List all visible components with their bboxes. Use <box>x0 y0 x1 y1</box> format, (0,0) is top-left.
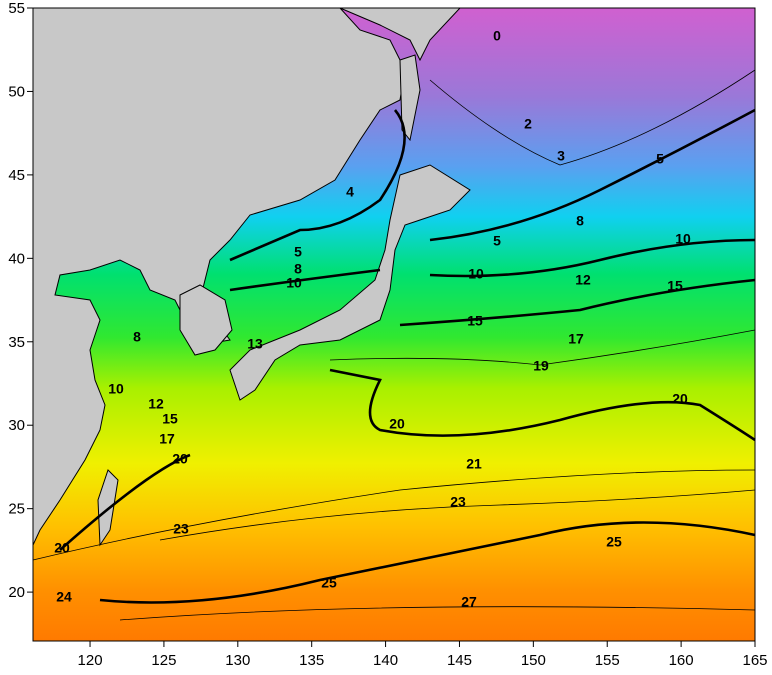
contour-line <box>229 238 756 292</box>
x-tick-label: 125 <box>151 652 176 669</box>
x-tick-label: 155 <box>595 652 620 669</box>
plot-area <box>32 7 756 642</box>
contour-label: 15 <box>667 278 683 294</box>
x-tick-label: 130 <box>225 652 250 669</box>
x-tick-label: 165 <box>742 652 767 669</box>
contour-label: 20 <box>672 391 688 407</box>
contour-label: 20 <box>389 416 405 432</box>
y-tick-label: 55 <box>8 0 25 17</box>
contour-line <box>329 69 756 366</box>
contour-label: 27 <box>461 594 477 610</box>
contour-label: 10 <box>108 381 124 397</box>
contour-label: 8 <box>133 329 141 345</box>
contour-line <box>399 278 756 327</box>
contour-label: 25 <box>606 534 622 550</box>
contour-label: 8 <box>576 213 584 229</box>
x-tick-label: 150 <box>521 652 546 669</box>
land-japan <box>229 164 471 401</box>
plot-frame <box>32 7 756 642</box>
contour-label: 10 <box>286 275 302 291</box>
x-tick-label: 120 <box>78 652 103 669</box>
y-tick-label: 45 <box>8 167 25 184</box>
contour-labels: 0 2 3 4 5 5 5 8 8 10 10 10 12 15 15 17 1… <box>54 28 691 610</box>
contour-label: 17 <box>568 331 584 347</box>
contour-label: 15 <box>162 411 178 427</box>
contour-label: 17 <box>159 431 175 447</box>
contour-line <box>59 368 756 551</box>
land-korea <box>179 284 233 356</box>
contour-label: 15 <box>467 313 483 329</box>
contour-label: 10 <box>468 266 484 282</box>
contour-label: 5 <box>493 233 501 249</box>
contour-label: 20 <box>54 540 70 556</box>
contour-label: 12 <box>575 272 591 288</box>
contour-label: 5 <box>656 151 664 167</box>
contour-label: 10 <box>675 231 691 247</box>
x-tick-label: 160 <box>669 652 694 669</box>
contour-label: 8 <box>294 261 302 277</box>
y-tick-label: 35 <box>8 334 25 351</box>
contour-label: 19 <box>533 358 549 374</box>
contour-line <box>32 469 756 621</box>
contour-line <box>99 521 756 604</box>
contour-label: 5 <box>294 244 302 260</box>
contour-label: 0 <box>493 28 501 44</box>
y-tick-label: 20 <box>8 584 25 601</box>
contour-line <box>429 108 756 242</box>
y-tick-label: 40 <box>8 250 25 267</box>
contour-label: 23 <box>173 521 189 537</box>
x-tick-label: 135 <box>299 652 324 669</box>
y-tick-label: 25 <box>8 501 25 518</box>
y-tick-label: 50 <box>8 83 25 100</box>
contour-label: 23 <box>450 494 466 510</box>
axes: 120 125 130 135 140 145 150 155 160 1652025303540… <box>8 0 767 669</box>
contour-label: 13 <box>247 336 263 352</box>
contour-label: 20 <box>172 451 188 467</box>
contour-label: 24 <box>56 589 72 605</box>
x-tick-label: 140 <box>373 652 398 669</box>
contour-label: 3 <box>557 148 565 164</box>
contour-label: 12 <box>148 396 164 412</box>
contour-line <box>229 109 406 262</box>
y-tick-label: 30 <box>8 417 25 434</box>
contour-label: 2 <box>524 116 532 132</box>
contour-label: 25 <box>321 575 337 591</box>
x-tick-label: 145 <box>447 652 472 669</box>
contour-label: 21 <box>466 456 482 472</box>
contour-label: 4 <box>346 184 354 200</box>
